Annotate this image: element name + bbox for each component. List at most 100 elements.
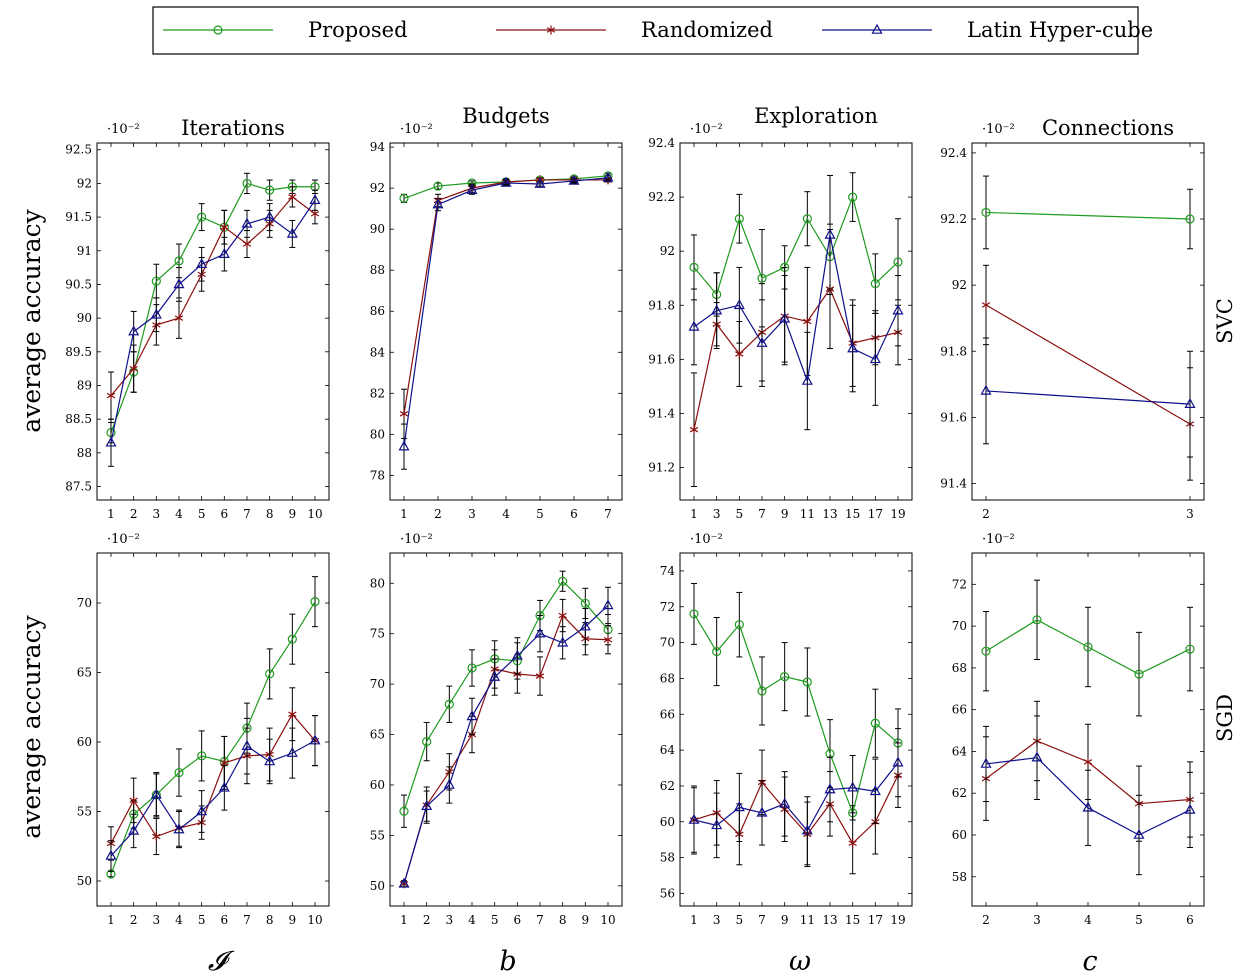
y-tick-label: 91 [77,244,92,258]
x-tick-label: 3 [1033,913,1041,927]
y-tick-label: 91.8 [940,344,967,358]
x-tick-label: 3 [1186,507,1194,521]
y-tick-label: 90.5 [65,277,92,291]
data-point [733,801,745,812]
data-point [309,194,321,205]
y-tick-label: 89 [77,378,92,392]
y-tick-label: 65 [370,728,385,742]
x-tick-label: 1 [690,507,698,521]
data-point [980,384,992,395]
data-point [309,734,321,745]
data-point [981,207,991,218]
data-point [869,353,881,364]
data-point [174,256,184,266]
x-tick-label: 3 [153,507,161,521]
legend-frame [152,6,1139,55]
data-point [802,214,812,224]
series-line [693,234,899,382]
y-tick-label: 92.2 [648,190,675,204]
plot-frame [96,552,330,907]
y-tick-label: 60 [77,735,92,749]
y-tick-label: 68 [660,671,675,685]
legend: Proposed Randomized Latin Hyper-cube [152,6,1153,55]
series-line [110,740,316,857]
series-latin-hyper-cube [688,174,904,431]
y-tick-label: 87.5 [65,480,92,494]
series-randomized [399,598,613,889]
data-point [824,783,836,794]
series-latin-hyper-cube [688,728,904,866]
data-point [511,649,523,660]
y-scale-exponent: ·10⁻² [107,532,140,547]
x-tick-label: 15 [845,507,860,521]
x-tick-label: 9 [781,913,789,927]
data-point [1185,214,1195,224]
panel-sgd-4: 58 60 62 64 66 68 70 72 2 3 4 5 6 ·10⁻² [952,532,1205,927]
plot-frame [679,142,913,501]
data-point [128,824,140,835]
x-tick-label: 8 [559,913,567,927]
x-tick-label: 9 [289,507,297,521]
series-line [985,304,1191,425]
y-tick-label: 94 [370,140,386,154]
data-point [847,342,859,353]
x-tick-label: 5 [736,913,744,927]
y-tick-label: 86 [370,304,385,318]
series-proposed [689,172,903,328]
x-tick-label: 5 [198,507,206,521]
y-tick-label: 90 [77,311,92,325]
series-line [110,196,316,396]
series-randomized [689,742,903,875]
x-tick-label: 10 [307,913,322,927]
panel-sgd-1: 50 55 60 65 70 1 2 3 4 5 6 7 8 9 10 ·10⁻² [77,532,330,927]
panel-sgd-2: 50 55 60 65 70 75 80 1 2 3 4 5 6 7 8 9 10 ·10⁻² [370,532,623,927]
data-point [534,627,546,638]
data-point [735,349,744,359]
series-line [985,211,1191,220]
x-tick-label: 7 [243,507,251,521]
data-point [489,670,501,681]
legend-entry-latin-hyper-cube: Latin Hyper-cube [822,18,1153,42]
data-point [870,718,880,728]
plot-frame [389,552,623,907]
data-point [310,597,320,607]
series-latin-hyper-cube [398,586,614,888]
row-label-sgd: SGD [1213,694,1237,742]
data-point [242,239,252,249]
legend-entry-randomized: Randomized [496,18,773,42]
y-tick-label: 92.5 [65,143,92,157]
data-point [870,279,880,289]
x-tick-label: 5 [536,507,544,521]
panel-title: Exploration [754,104,878,128]
data-point [288,192,297,202]
y-tick-label: 66 [660,707,675,721]
x-tick-label: 9 [781,507,789,521]
data-point [150,788,162,799]
y-tick-label: 91.2 [648,461,675,475]
series-latin-hyper-cube [105,715,321,872]
y-tick-label: 72 [952,577,967,591]
y-tick-label: 92.2 [940,212,967,226]
data-point [558,611,567,621]
y-scale-exponent: ·10⁻² [982,532,1015,547]
x-tick-label: 6 [1186,913,1194,927]
legend-label: Proposed [308,18,408,42]
data-point [443,778,455,789]
data-point [711,819,723,830]
x-tick-label: 7 [536,913,544,927]
data-point [241,739,253,750]
series-latin-hyper-cube [980,715,1196,876]
series-line [403,177,609,447]
series-line [403,614,609,884]
data-point [286,746,298,757]
y-tick-label: 92 [660,244,675,258]
x-axis-label-iterations: 𝓘 [208,946,235,977]
data-point [1133,828,1145,839]
x-axis-label-exploration: ω [789,946,811,977]
plot-frame [389,142,623,501]
x-tick-label: 3 [713,913,721,927]
data-point [432,198,444,209]
data-point [558,576,568,586]
y-scale-exponent: ·10⁻² [982,122,1015,137]
series-proposed [981,175,1195,250]
